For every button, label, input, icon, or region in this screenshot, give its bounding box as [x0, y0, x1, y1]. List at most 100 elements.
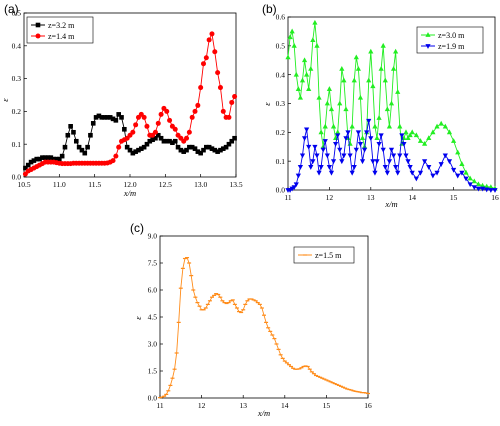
- y-axis-title: ε: [133, 316, 143, 320]
- data-point: [161, 138, 167, 144]
- data-point: [438, 162, 444, 167]
- data-point: [442, 153, 448, 159]
- data-point: [110, 158, 116, 164]
- data-point: [195, 149, 201, 154]
- data-point: [133, 149, 138, 154]
- data-point: [310, 159, 316, 165]
- data-point: [189, 114, 195, 120]
- data-point: [417, 170, 424, 176]
- data-point: [88, 132, 93, 138]
- legend-swatch-marker: [425, 32, 431, 37]
- data-point: [51, 156, 56, 162]
- data-point: [380, 42, 386, 48]
- data-point: [382, 77, 388, 83]
- data-point: [343, 136, 349, 141]
- legend-swatch-marker: [425, 44, 431, 49]
- data-point: [59, 153, 65, 159]
- data-point: [370, 159, 376, 165]
- y-tick-label: 0.2: [12, 107, 22, 116]
- data-point: [426, 135, 432, 140]
- data-point: [388, 100, 395, 106]
- x-tick-label: 16: [364, 401, 372, 410]
- panel-label: (a): [4, 2, 19, 16]
- y-tick-label: 1.5: [148, 367, 158, 376]
- data-point: [113, 153, 119, 159]
- data-point: [287, 34, 293, 40]
- y-tick-label: 6.0: [148, 286, 158, 295]
- y-tick-label: 9.0: [148, 232, 158, 241]
- data-point: [492, 188, 498, 193]
- data-point: [113, 118, 119, 123]
- data-point: [451, 167, 457, 173]
- data-point: [37, 156, 42, 162]
- data-point: [99, 115, 105, 120]
- data-point: [403, 153, 409, 159]
- data-point: [229, 138, 235, 144]
- data-point: [85, 144, 90, 150]
- data-point: [301, 136, 308, 141]
- data-point: [223, 144, 229, 150]
- data-point: [405, 159, 411, 165]
- data-point: [382, 165, 388, 170]
- legend-label: z=1.4 m: [48, 32, 75, 41]
- data-point: [386, 123, 393, 129]
- legend-box: [26, 16, 94, 44]
- x-tick-label: 13: [239, 401, 247, 410]
- data-point: [339, 66, 345, 71]
- series-line: [288, 120, 495, 191]
- data-point: [68, 124, 73, 129]
- data-point: [130, 150, 136, 156]
- data-point: [368, 136, 374, 141]
- data-point: [158, 135, 164, 141]
- x-tick-label: 14: [281, 401, 289, 410]
- panel-b: (b) 11 12 13 14 15 16 0.0 0.1 0.2 0.3 0.4 0.5 0.6 x/m ε…: [262, 2, 499, 209]
- data-point: [314, 153, 320, 159]
- data-point: [167, 138, 172, 144]
- data-point: [409, 170, 415, 176]
- data-point: [347, 140, 353, 146]
- data-point: [226, 114, 232, 120]
- data-point: [209, 146, 215, 151]
- data-point: [341, 153, 347, 159]
- x-tick-label: 11.0: [53, 180, 66, 189]
- data-point: [299, 153, 306, 159]
- y-tick-label: 0.0: [12, 173, 22, 182]
- data-point: [25, 162, 31, 168]
- data-point: [301, 57, 308, 63]
- data-point: [324, 100, 330, 106]
- data-point: [184, 147, 189, 153]
- legend-label: z=1.9 m: [438, 42, 465, 51]
- data-point: [326, 165, 332, 170]
- data-point: [42, 155, 48, 160]
- data-point: [467, 182, 473, 188]
- data-point: [434, 123, 440, 129]
- data-point: [459, 161, 465, 166]
- x-tick-label: 13.5: [229, 180, 242, 189]
- x-axis-title: x/m: [123, 188, 136, 198]
- data-point: [71, 129, 76, 135]
- data-point: [397, 123, 403, 129]
- data-point: [144, 123, 150, 129]
- data-point: [285, 54, 291, 60]
- data-point: [446, 159, 453, 165]
- series-line: [25, 32, 235, 175]
- y-tick-label: 4.5: [148, 313, 158, 322]
- data-point: [232, 93, 238, 99]
- data-point: [393, 165, 399, 170]
- data-point: [393, 48, 399, 54]
- data-point: [79, 147, 85, 153]
- y-tick-label: 0.5: [276, 41, 286, 50]
- data-point: [407, 165, 413, 170]
- panel-label: (b): [262, 2, 277, 16]
- data-point: [438, 120, 444, 126]
- data-point: [475, 186, 482, 192]
- data-point: [330, 159, 337, 165]
- series-line: [159, 257, 369, 399]
- data-point: [184, 135, 190, 141]
- data-point: [93, 115, 99, 120]
- data-point: [187, 144, 192, 150]
- x-tick-label: 12: [326, 193, 334, 202]
- data-point: [289, 28, 295, 34]
- data-point: [220, 146, 226, 151]
- data-point: [403, 129, 409, 135]
